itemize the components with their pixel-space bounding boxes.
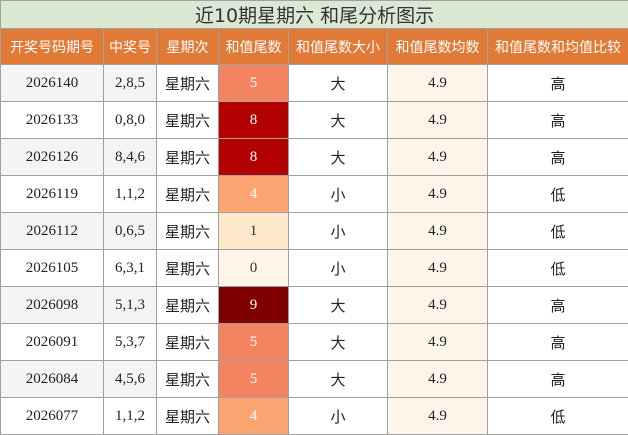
table-cell: 高 (486, 360, 628, 398)
table-cell: 小 (288, 175, 388, 213)
table-cell: 4.9 (387, 397, 488, 435)
table-cell: 2026105 (0, 249, 104, 287)
table-cell: 5 (218, 64, 289, 102)
table-cell: 8 (218, 138, 289, 176)
table-cell: 8,4,6 (103, 138, 157, 176)
table-cell: 9 (218, 286, 289, 324)
table-cell: 4.9 (387, 286, 488, 324)
table-cell: 5 (218, 360, 289, 398)
table-cell: 4.9 (387, 249, 488, 287)
table-cell: 星期六 (156, 175, 219, 213)
header-row: 开奖号码期号 中奖号 星期次 和值尾数 和值尾数大小 和值尾数均数 和值尾数和均值比较 (0, 28, 628, 65)
table-cell: 4.9 (387, 323, 488, 361)
table-cell: 5,1,3 (103, 286, 157, 324)
table-cell: 5 (218, 323, 289, 361)
table-cell: 星期六 (156, 286, 219, 324)
table-cell: 低 (486, 397, 628, 435)
table-cell: 4 (218, 175, 289, 213)
table-cell: 大 (288, 360, 388, 398)
table-cell: 4.9 (387, 64, 488, 102)
table-row: 2026105 6,3,1 星期六 0 小 4.9 低 (0, 249, 628, 287)
table-row: 2026091 5,3,7 星期六 5 大 4.9 高 (0, 323, 628, 361)
table-cell: 大 (288, 64, 388, 102)
table-cell: 星期六 (156, 397, 219, 435)
table-cell: 高 (486, 64, 628, 102)
table-cell: 2,8,5 (103, 64, 157, 102)
table-cell: 0,6,5 (103, 212, 157, 250)
table-cell: 低 (486, 249, 628, 287)
table-row: 2026112 0,6,5 星期六 1 小 4.9 低 (0, 212, 628, 250)
table-cell: 8 (218, 101, 289, 139)
table-cell: 0,8,0 (103, 101, 157, 139)
table-cell: 2026126 (0, 138, 104, 176)
table-row: 2026077 1,1,2 星期六 4 小 4.9 低 (0, 397, 628, 435)
table-cell: 4 (218, 397, 289, 435)
header-cell: 和值尾数均数 (387, 28, 488, 65)
table-cell: 低 (486, 175, 628, 213)
table-cell: 2026077 (0, 397, 104, 435)
table-cell: 小 (288, 249, 388, 287)
table-cell: 2026098 (0, 286, 104, 324)
table-cell: 2026119 (0, 175, 104, 213)
header-cell: 开奖号码期号 (0, 28, 104, 65)
table-cell: 小 (288, 397, 388, 435)
table-cell: 大 (288, 101, 388, 139)
table-cell: 4.9 (387, 138, 488, 176)
table-cell: 大 (288, 286, 388, 324)
table-cell: 2026091 (0, 323, 104, 361)
table-cell: 大 (288, 323, 388, 361)
table-cell: 5,3,7 (103, 323, 157, 361)
table-row: 2026140 2,8,5 星期六 5 大 4.9 高 (0, 64, 628, 102)
table-cell: 星期六 (156, 101, 219, 139)
table-cell: 2026133 (0, 101, 104, 139)
table-cell: 星期六 (156, 64, 219, 102)
table-cell: 小 (288, 212, 388, 250)
table-cell: 4.9 (387, 212, 488, 250)
table-cell: 6,3,1 (103, 249, 157, 287)
table-cell: 2026084 (0, 360, 104, 398)
header-cell: 和值尾数大小 (288, 28, 388, 65)
table-row: 2026084 4,5,6 星期六 5 大 4.9 高 (0, 360, 628, 398)
table-cell: 大 (288, 138, 388, 176)
table-row: 2026119 1,1,2 星期六 4 小 4.9 低 (0, 175, 628, 213)
table-title: 近10期星期六 和尾分析图示 (0, 0, 628, 29)
table-cell: 1,1,2 (103, 175, 157, 213)
table-cell: 1,1,2 (103, 397, 157, 435)
table-cell: 4.9 (387, 360, 488, 398)
table-cell: 4.9 (387, 101, 488, 139)
table-cell: 0 (218, 249, 289, 287)
table-cell: 4.9 (387, 175, 488, 213)
table-row: 2026126 8,4,6 星期六 8 大 4.9 高 (0, 138, 628, 176)
table-cell: 星期六 (156, 212, 219, 250)
table-cell: 星期六 (156, 249, 219, 287)
table-cell: 高 (486, 323, 628, 361)
table-cell: 2026140 (0, 64, 104, 102)
header-cell: 星期次 (156, 28, 219, 65)
table-cell: 星期六 (156, 360, 219, 398)
table-cell: 高 (486, 101, 628, 139)
table-body: 2026140 2,8,5 星期六 5 大 4.9 高 2026133 0,8,0 星期六 8 大 4.… (0, 64, 628, 435)
table-row: 2026133 0,8,0 星期六 8 大 4.9 高 (0, 101, 628, 139)
table-cell: 高 (486, 286, 628, 324)
table-cell: 4,5,6 (103, 360, 157, 398)
table-cell: 高 (486, 138, 628, 176)
table-cell: 低 (486, 212, 628, 250)
table-cell: 2026112 (0, 212, 104, 250)
table-cell: 1 (218, 212, 289, 250)
header-cell: 和值尾数 (218, 28, 289, 65)
table-cell: 星期六 (156, 323, 219, 361)
table-row: 2026098 5,1,3 星期六 9 大 4.9 高 (0, 286, 628, 324)
header-cell: 中奖号 (103, 28, 157, 65)
header-cell: 和值尾数和均值比较 (486, 28, 628, 65)
table-cell: 星期六 (156, 138, 219, 176)
